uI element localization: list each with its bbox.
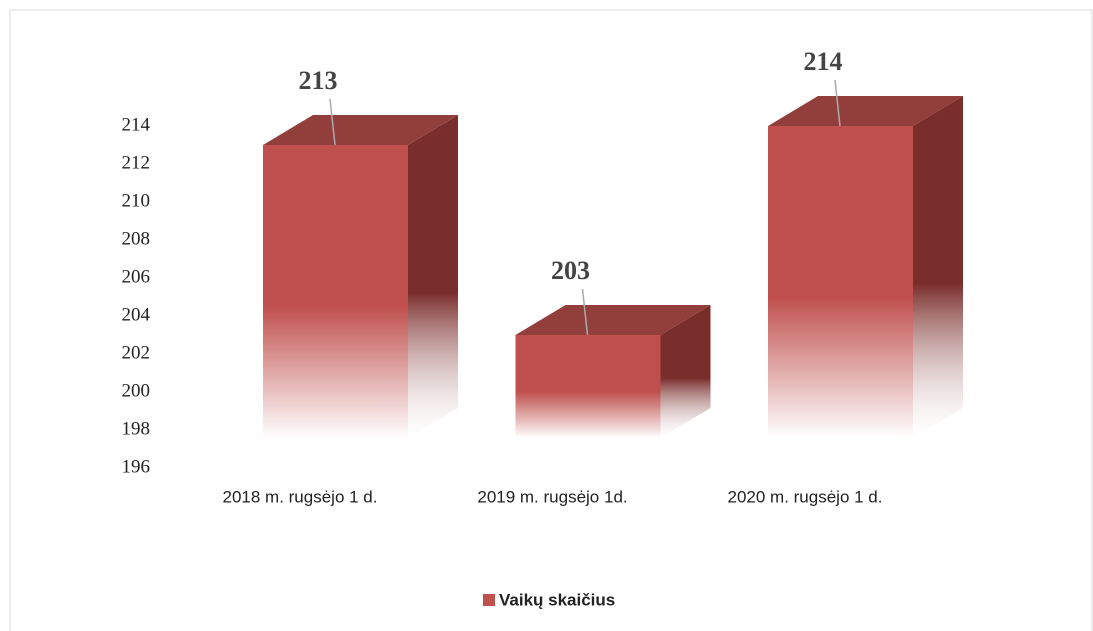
y-tick-label: 204 — [122, 304, 151, 325]
y-tick-label: 198 — [122, 418, 151, 439]
bar-side — [660, 305, 711, 438]
y-tick-label: 210 — [122, 190, 151, 211]
bar-side — [408, 115, 458, 438]
leader-line — [581, 288, 589, 336]
bar-side — [913, 96, 963, 438]
y-tick-label: 212 — [122, 152, 151, 173]
x-tick-label: 2018 m. rugsėjo 1 d. — [223, 487, 378, 506]
y-tick-label: 214 — [122, 114, 151, 135]
leader-line — [834, 79, 841, 127]
bar — [768, 126, 913, 438]
legend-label: Vaikų skaičius — [499, 590, 615, 609]
data-label: 214 — [804, 47, 843, 76]
data-label: 213 — [299, 66, 338, 95]
y-tick-label: 200 — [122, 380, 151, 401]
bar-top — [263, 115, 458, 145]
chart-border — [9, 9, 1093, 631]
bar — [515, 335, 661, 438]
legend-swatch — [483, 594, 495, 606]
y-tick-label: 208 — [122, 228, 151, 249]
bar — [263, 145, 408, 438]
bar-top — [768, 96, 963, 126]
y-tick-label: 196 — [122, 456, 151, 477]
data-label: 203 — [551, 256, 590, 285]
y-tick-label: 206 — [122, 266, 151, 287]
x-tick-label: 2019 m. rugsėjo 1d. — [477, 487, 627, 506]
x-tick-label: 2020 m. rugsėjo 1 d. — [728, 487, 883, 506]
leader-line — [329, 98, 336, 146]
bar-top — [515, 305, 711, 335]
y-tick-label: 202 — [122, 342, 151, 363]
